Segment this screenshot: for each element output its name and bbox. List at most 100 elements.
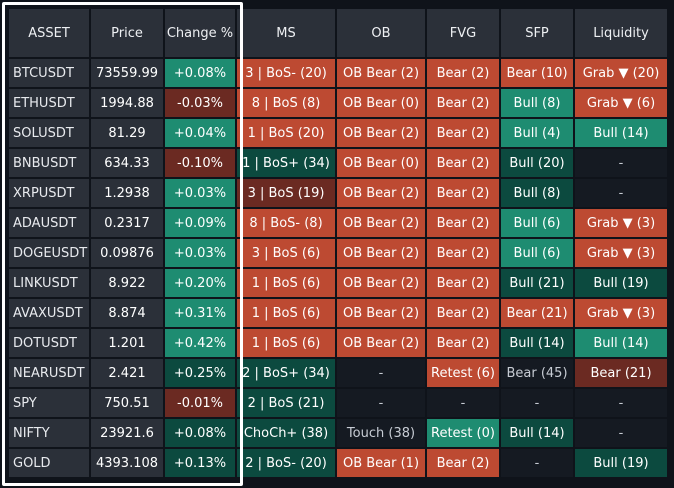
change-cell: -0.03% (165, 89, 235, 117)
fvg-cell: Bear (2) (427, 209, 499, 237)
price-cell: 2.421 (91, 359, 163, 387)
liquidity-cell: Grab ▼ (3) (575, 239, 667, 267)
fvg-cell: Bear (2) (427, 329, 499, 357)
column-header-liquidity[interactable]: Liquidity (575, 9, 667, 57)
column-header-sfp[interactable]: SFP (501, 9, 573, 57)
change-cell: +0.20% (165, 269, 235, 297)
liquidity-cell: Bull (19) (575, 269, 667, 297)
asset-cell[interactable]: AVAXUSDT (9, 299, 89, 327)
ob-cell: OB Bear (2) (337, 59, 425, 87)
asset-cell[interactable]: BNBUSDT (9, 149, 89, 177)
column-header-fvg[interactable]: FVG (427, 9, 499, 57)
fvg-cell: Retest (0) (427, 419, 499, 447)
change-cell: +0.03% (165, 179, 235, 207)
fvg-cell: Bear (2) (427, 149, 499, 177)
price-cell: 0.09876 (91, 239, 163, 267)
ob-cell: OB Bear (0) (337, 149, 425, 177)
sfp-cell: Bull (6) (501, 209, 573, 237)
ob-cell: - (337, 389, 425, 417)
liquidity-cell: Grab ▼ (3) (575, 209, 667, 237)
asset-cell[interactable]: DOGEUSDT (9, 239, 89, 267)
asset-cell[interactable]: GOLD (9, 449, 89, 477)
sfp-cell: Bull (14) (501, 329, 573, 357)
asset-cell[interactable]: LINKUSDT (9, 269, 89, 297)
change-cell: +0.09% (165, 209, 235, 237)
ob-cell: OB Bear (2) (337, 299, 425, 327)
liquidity-cell: Bear (21) (575, 359, 667, 387)
sfp-cell: - (501, 449, 573, 477)
liquidity-cell: - (575, 179, 667, 207)
change-cell: +0.08% (165, 419, 235, 447)
price-cell: 1.201 (91, 329, 163, 357)
change-cell: +0.31% (165, 299, 235, 327)
liquidity-cell: Grab ▼ (6) (575, 89, 667, 117)
column-header-price[interactable]: Price (91, 9, 163, 57)
change-cell: -0.10% (165, 149, 235, 177)
fvg-cell: Bear (2) (427, 449, 499, 477)
asset-cell[interactable]: DOTUSDT (9, 329, 89, 357)
ms-cell: 1 | BoS (20) (237, 119, 335, 147)
asset-cell[interactable]: ADAUSDT (9, 209, 89, 237)
column-header-asset[interactable]: ASSET (9, 9, 89, 57)
ob-cell: - (337, 359, 425, 387)
ob-cell: OB Bear (2) (337, 209, 425, 237)
asset-cell[interactable]: SPY (9, 389, 89, 417)
column-header-ob[interactable]: OB (337, 9, 425, 57)
sfp-cell: Bull (21) (501, 269, 573, 297)
liquidity-cell: Grab ▼ (20) (575, 59, 667, 87)
price-cell: 81.29 (91, 119, 163, 147)
sfp-cell: Bull (4) (501, 119, 573, 147)
ms-cell: 1 | BoS (6) (237, 299, 335, 327)
column-header-ms[interactable]: MS (237, 9, 335, 57)
ms-cell: 1 | BoS+ (34) (237, 149, 335, 177)
sfp-cell: Bear (10) (501, 59, 573, 87)
change-cell: -0.01% (165, 389, 235, 417)
sfp-cell: Bear (21) (501, 299, 573, 327)
sfp-cell: Bull (8) (501, 89, 573, 117)
price-cell: 0.2317 (91, 209, 163, 237)
ob-cell: OB Bear (2) (337, 329, 425, 357)
fvg-cell: Bear (2) (427, 299, 499, 327)
ms-cell: 3 | BoS (6) (237, 239, 335, 267)
ms-cell: 8 | BoS (8) (237, 89, 335, 117)
change-cell: +0.03% (165, 239, 235, 267)
column-header-change[interactable]: Change % (165, 9, 235, 57)
price-cell: 73559.99 (91, 59, 163, 87)
ob-cell: OB Bear (1) (337, 449, 425, 477)
liquidity-cell: - (575, 419, 667, 447)
liquidity-cell: Grab ▼ (3) (575, 299, 667, 327)
ob-cell: OB Bear (2) (337, 269, 425, 297)
asset-cell[interactable]: NIFTY (9, 419, 89, 447)
asset-cell[interactable]: ETHUSDT (9, 89, 89, 117)
asset-cell[interactable]: SOLUSDT (9, 119, 89, 147)
price-cell: 750.51 (91, 389, 163, 417)
change-cell: +0.25% (165, 359, 235, 387)
asset-cell[interactable]: BTCUSDT (9, 59, 89, 87)
sfp-cell: - (501, 389, 573, 417)
liquidity-cell: - (575, 149, 667, 177)
ob-cell: Touch (38) (337, 419, 425, 447)
change-cell: +0.42% (165, 329, 235, 357)
sfp-cell: Bear (45) (501, 359, 573, 387)
ob-cell: OB Bear (2) (337, 239, 425, 267)
price-cell: 8.922 (91, 269, 163, 297)
fvg-cell: Retest (6) (427, 359, 499, 387)
ms-cell: 2 | BoS- (20) (237, 449, 335, 477)
sfp-cell: Bull (6) (501, 239, 573, 267)
ms-cell: 3 | BoS- (20) (237, 59, 335, 87)
sfp-cell: Bull (20) (501, 149, 573, 177)
asset-cell[interactable]: XRPUSDT (9, 179, 89, 207)
ms-cell: 2 | BoS+ (34) (237, 359, 335, 387)
price-cell: 4393.108 (91, 449, 163, 477)
fvg-cell: Bear (2) (427, 269, 499, 297)
price-cell: 1994.88 (91, 89, 163, 117)
ms-cell: 2 | BoS (21) (237, 389, 335, 417)
asset-cell[interactable]: NEARUSDT (9, 359, 89, 387)
ms-cell: ChoCh+ (38) (237, 419, 335, 447)
ob-cell: OB Bear (2) (337, 119, 425, 147)
screener-table: ASSET Price Change % MS OB FVG SFP Liqui… (9, 9, 667, 477)
change-cell: +0.04% (165, 119, 235, 147)
fvg-cell: Bear (2) (427, 119, 499, 147)
price-cell: 634.33 (91, 149, 163, 177)
fvg-cell: - (427, 389, 499, 417)
